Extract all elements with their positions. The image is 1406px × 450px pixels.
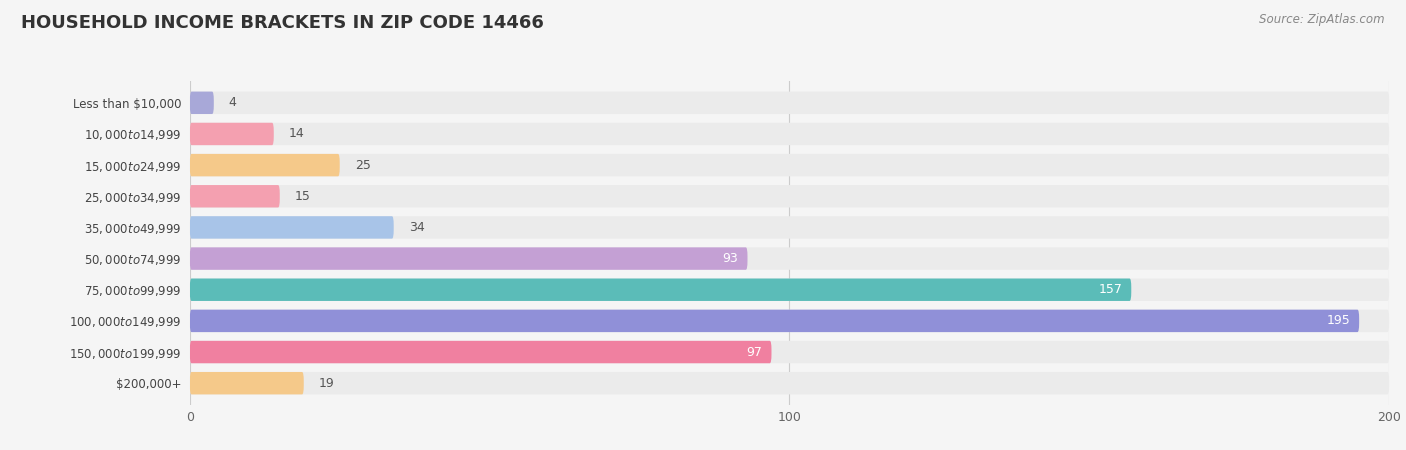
Text: 15: 15: [295, 190, 311, 203]
FancyBboxPatch shape: [190, 248, 748, 270]
FancyBboxPatch shape: [190, 123, 274, 145]
Text: Source: ZipAtlas.com: Source: ZipAtlas.com: [1260, 14, 1385, 27]
FancyBboxPatch shape: [190, 341, 1389, 363]
FancyBboxPatch shape: [190, 372, 304, 394]
FancyBboxPatch shape: [190, 341, 772, 363]
Text: 93: 93: [723, 252, 738, 265]
Text: 195: 195: [1326, 315, 1350, 328]
FancyBboxPatch shape: [190, 279, 1389, 301]
Text: 4: 4: [229, 96, 236, 109]
FancyBboxPatch shape: [190, 185, 280, 207]
Text: HOUSEHOLD INCOME BRACKETS IN ZIP CODE 14466: HOUSEHOLD INCOME BRACKETS IN ZIP CODE 14…: [21, 14, 544, 32]
Text: 14: 14: [288, 127, 305, 140]
FancyBboxPatch shape: [190, 154, 340, 176]
FancyBboxPatch shape: [190, 185, 1389, 207]
FancyBboxPatch shape: [190, 279, 1132, 301]
FancyBboxPatch shape: [190, 248, 1389, 270]
Text: 157: 157: [1098, 283, 1122, 296]
Text: 34: 34: [409, 221, 425, 234]
FancyBboxPatch shape: [190, 154, 1389, 176]
FancyBboxPatch shape: [190, 372, 1389, 394]
FancyBboxPatch shape: [190, 123, 1389, 145]
FancyBboxPatch shape: [190, 216, 1389, 239]
FancyBboxPatch shape: [190, 310, 1389, 332]
FancyBboxPatch shape: [190, 310, 1360, 332]
FancyBboxPatch shape: [190, 92, 1389, 114]
FancyBboxPatch shape: [190, 216, 394, 239]
FancyBboxPatch shape: [190, 92, 214, 114]
Text: 19: 19: [319, 377, 335, 390]
Text: 25: 25: [354, 158, 371, 171]
Text: 97: 97: [747, 346, 762, 359]
